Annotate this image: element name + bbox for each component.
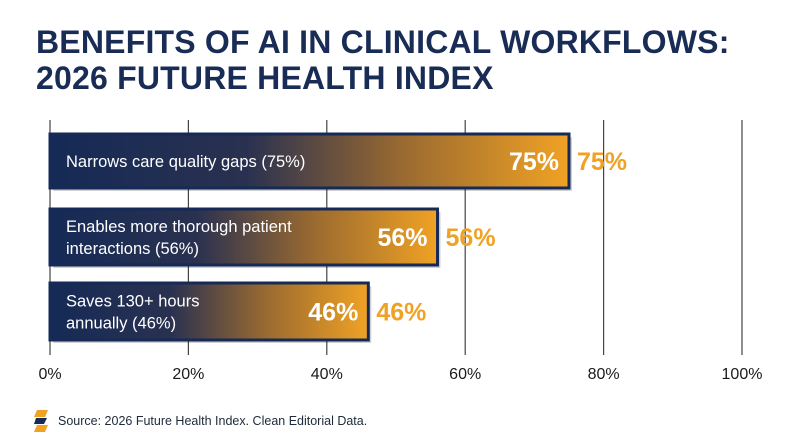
source-text: Source: 2026 Future Health Index. Clean … [58, 414, 368, 428]
bar-value-label-inside: 56% [377, 224, 427, 252]
x-tick-label: 100% [722, 366, 763, 383]
bar-category-label: Saves 130+ hours [66, 293, 199, 311]
x-tick-label: 40% [311, 366, 343, 383]
chart-title: BENEFITS OF AI IN CLINICAL WORKFLOWS: 20… [36, 24, 776, 96]
x-tick-label: 20% [172, 366, 204, 383]
bar-category-label: Narrows care quality gaps (75%) [66, 153, 305, 171]
source-footer: Source: 2026 Future Health Index. Clean … [34, 408, 367, 434]
bar-category-label: annually (46%) [66, 315, 176, 333]
x-tick-label: 60% [449, 366, 481, 383]
bar-value-label-outside: 75% [577, 148, 627, 176]
bar-category-label: interactions (56%) [66, 240, 199, 258]
x-tick-label: 0% [38, 366, 61, 383]
bar-value-label-inside: 75% [509, 148, 559, 176]
bar-category-label: Enables more thorough patient [66, 218, 292, 236]
bar-value-label-outside: 56% [446, 224, 496, 252]
bar-value-label-inside: 46% [308, 299, 358, 327]
bar-3 [48, 281, 370, 342]
bar-1 [48, 132, 571, 190]
chart-title-line-1: BENEFITS OF AI IN CLINICAL WORKFLOWS: [36, 24, 730, 60]
chart-title-line-2: 2026 FUTURE HEALTH INDEX [36, 60, 494, 96]
bar-value-label-outside: 46% [376, 299, 426, 327]
brand-logo-icon [34, 410, 48, 432]
x-tick-label: 80% [588, 366, 620, 383]
bar-2 [48, 207, 440, 267]
